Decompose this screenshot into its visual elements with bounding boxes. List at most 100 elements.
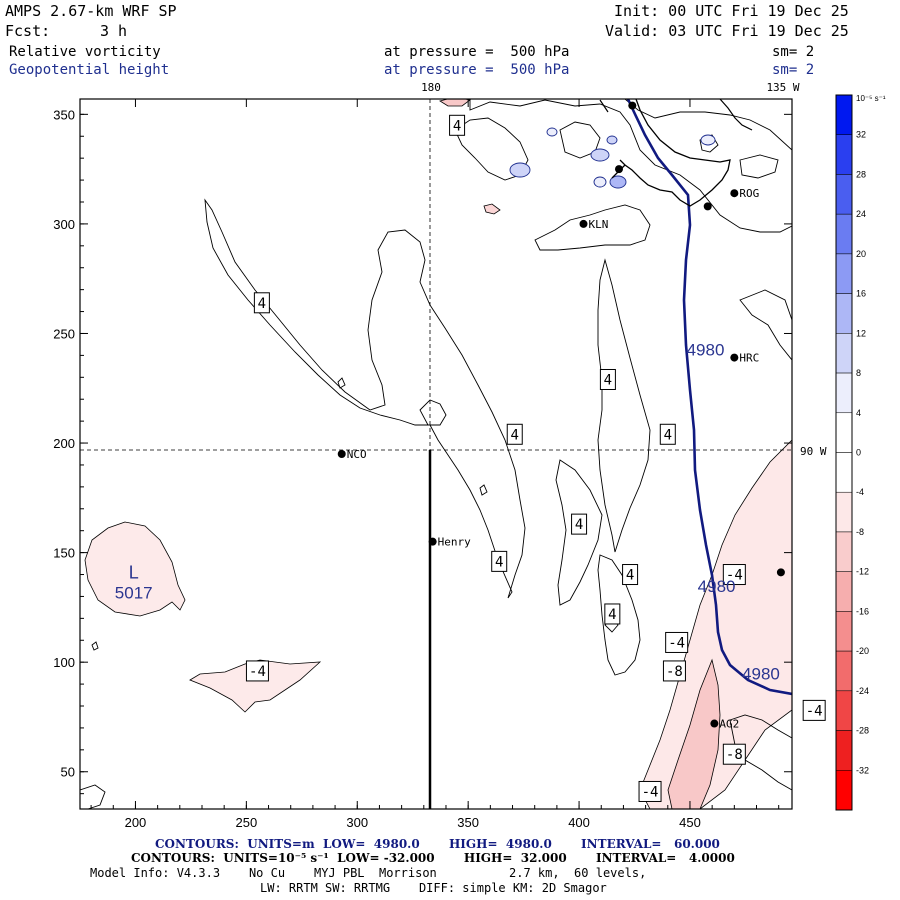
station-dot [337,450,346,458]
colorbar-segment-bottom [835,770,853,811]
plot-frame [79,98,793,810]
vort-label: 4 [258,296,266,312]
coastline [611,99,731,207]
colorbar-label: 0 [856,448,861,458]
vort-label-box [665,631,689,653]
station-dot-unlabeled [628,101,637,110]
neg-vort-region-west [84,521,186,617]
vort-label: 4 [664,427,672,443]
colorbar-label: 16 [856,289,866,299]
station-dot [730,189,739,198]
neg-vort-region-core [667,658,721,809]
station-label: HRC [739,352,759,365]
colorbar-segment [835,134,853,175]
field2-name: Geopotential height [9,62,170,78]
footer-height-contours: CONTOURS: UNITS=m LOW= 4980.0 HIGH= 4980… [155,837,720,851]
y-tick-label: 300 [53,217,75,232]
height-label: 4980 [698,577,736,596]
x-tick-label: 450 [679,815,701,830]
colorbar-segment [835,571,853,612]
colorbar-label: -8 [856,527,864,537]
station-label: Henry [438,536,471,549]
colorbar-segment [835,690,853,731]
forecast-hour: 3 h [100,22,128,40]
station-dot [428,537,437,546]
y-tick-label: 50 [61,765,75,780]
colorbar-segment [835,650,853,692]
station-markers: ROG KLN HRC NCO Henry AG2 [337,101,785,731]
field2-level: at pressure = 500 hPa [384,62,570,78]
colorbar-segment [835,372,853,414]
vort-label: -8 [726,747,743,763]
colorbar-segment [835,452,853,493]
colorbar-label: -4 [856,487,864,497]
vort-label: 4 [575,517,583,533]
x-tick-label: 350 [457,815,479,830]
station-label: KLN [589,218,609,231]
y-tick-label: 150 [53,546,75,561]
station-dot-unlabeled [703,202,712,211]
longitude-labels: 180 135 W 90 W [421,81,827,458]
footer-model-info: Model Info: V4.3.3 No Cu MYJ PBL Morriso… [90,866,647,880]
colorbar: 10⁻⁵ s⁻¹ 32 28 24 20 16 12 8 4 0 -4 -8 -12 -16 -20 -24 -… [835,94,886,811]
height-label: 4980 [742,665,780,684]
colorbar-segment [835,412,853,453]
station-label: ROG [739,187,759,200]
y-tick-label: 200 [53,436,75,451]
colorbar-segment [835,174,853,215]
vort-label: 4 [608,607,616,623]
vort-label-box [253,292,270,314]
colorbar-segment [835,333,853,374]
vorticity-labels: 4 4 4 4 4 4 4 4 4 -4 -4 -8 -4 -8 -4 -4 [245,114,826,802]
colorbar-segment [835,94,853,135]
height-labels: 4980 4980 4980 [687,340,780,683]
valid-time: Valid: 03 UTC Fri 19 Dec 25 [605,22,849,40]
field1-smoothing: sm= 2 [772,44,815,60]
vort-label-box [571,513,588,535]
station-dot-unlabeled [776,568,785,577]
x-tick-label: 200 [125,815,147,830]
field1-level: at pressure = 500 hPa [384,44,570,60]
field1-name: Relative vorticity [9,44,161,60]
colorbar-segment [835,213,853,255]
field2-smoothing: sm= 2 [772,62,815,78]
vort-label-box [449,114,466,136]
station-dot [710,719,719,728]
footer-vorticity-contours: CONTOURS: UNITS=10⁻⁵ s⁻¹ LOW= -32.000 HI… [131,851,735,865]
vort-label-box [245,660,269,682]
forecast-label: Fcst: [5,22,51,40]
neg-vort-region-southeast [639,439,792,809]
vort-label-box [802,699,826,721]
footer-model-info-2: LW: RRTM SW: RRTMG DIFF: simple KM: 2D S… [260,881,607,895]
station-dot-unlabeled [614,165,623,174]
vort-label-box [491,550,508,572]
colorbar-segment [835,611,853,652]
vort-label-box [599,368,616,390]
colorbar-label: -24 [856,686,869,696]
vort-label: 4 [495,554,503,570]
station-label: NCO [347,448,367,461]
x-tick-label: 250 [236,815,258,830]
station-dot [730,353,739,362]
vort-label: 4 [604,372,612,388]
colorbar-segment [835,491,853,533]
lon-label-90w: 90 W [800,445,827,458]
vort-label: 4 [626,568,634,584]
y-tick-label: 100 [53,655,75,670]
vort-label: 4 [511,427,519,443]
vort-label-box [722,743,746,765]
axis-ticks [80,99,792,809]
station-label: AG2 [719,718,739,731]
y-tick-label: 350 [53,107,75,122]
colorbar-segment [835,293,853,334]
pos-vort-blobs [509,127,716,189]
colorbar-frame [835,94,853,811]
neg-vort-spot-north [439,99,471,107]
x-tick-label: 300 [346,815,368,830]
height-contour-4980 [626,99,792,696]
height-label: 4980 [687,340,725,359]
vort-label: -4 [726,568,743,584]
vort-label-box [604,603,621,625]
vort-label-box [659,423,676,445]
